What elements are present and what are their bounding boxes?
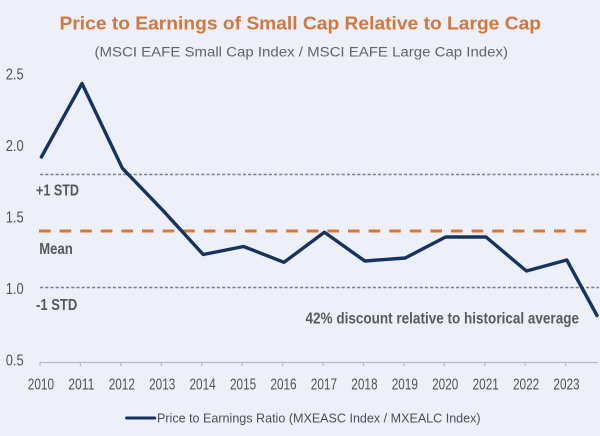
svg-text:2019: 2019 bbox=[392, 377, 418, 394]
svg-text:(MSCI EAFE Small Cap Index / M: (MSCI EAFE Small Cap Index / MSCI EAFE L… bbox=[95, 44, 508, 59]
svg-text:2020: 2020 bbox=[432, 377, 458, 394]
svg-text:2018: 2018 bbox=[351, 377, 377, 394]
svg-text:2022: 2022 bbox=[513, 377, 539, 394]
svg-text:Price to Earnings of Small Cap: Price to Earnings of Small Cap Relative … bbox=[60, 13, 542, 34]
svg-text:1.0: 1.0 bbox=[6, 281, 24, 298]
svg-text:Price to Earnings Ratio (MXEAS: Price to Earnings Ratio (MXEASC Index / … bbox=[157, 410, 481, 425]
svg-text:0.5: 0.5 bbox=[6, 352, 24, 369]
svg-text:2010: 2010 bbox=[28, 377, 54, 394]
svg-text:2023: 2023 bbox=[553, 377, 579, 394]
svg-text:2013: 2013 bbox=[149, 377, 175, 394]
svg-text:2017: 2017 bbox=[311, 377, 337, 394]
svg-text:2012: 2012 bbox=[109, 377, 135, 394]
svg-text:+1 STD: +1 STD bbox=[36, 182, 79, 199]
svg-text:2021: 2021 bbox=[473, 377, 499, 394]
svg-text:2015: 2015 bbox=[230, 377, 256, 394]
svg-text:-1 STD: -1 STD bbox=[36, 297, 77, 314]
svg-text:42% discount relative to histo: 42% discount relative to historical aver… bbox=[306, 311, 580, 328]
svg-text:2011: 2011 bbox=[68, 377, 94, 394]
svg-text:2.0: 2.0 bbox=[6, 138, 24, 155]
svg-text:2016: 2016 bbox=[270, 377, 296, 394]
svg-text:Mean: Mean bbox=[39, 241, 72, 258]
svg-text:2.5: 2.5 bbox=[6, 67, 24, 84]
svg-text:2014: 2014 bbox=[190, 377, 216, 394]
svg-text:1.5: 1.5 bbox=[6, 209, 24, 226]
